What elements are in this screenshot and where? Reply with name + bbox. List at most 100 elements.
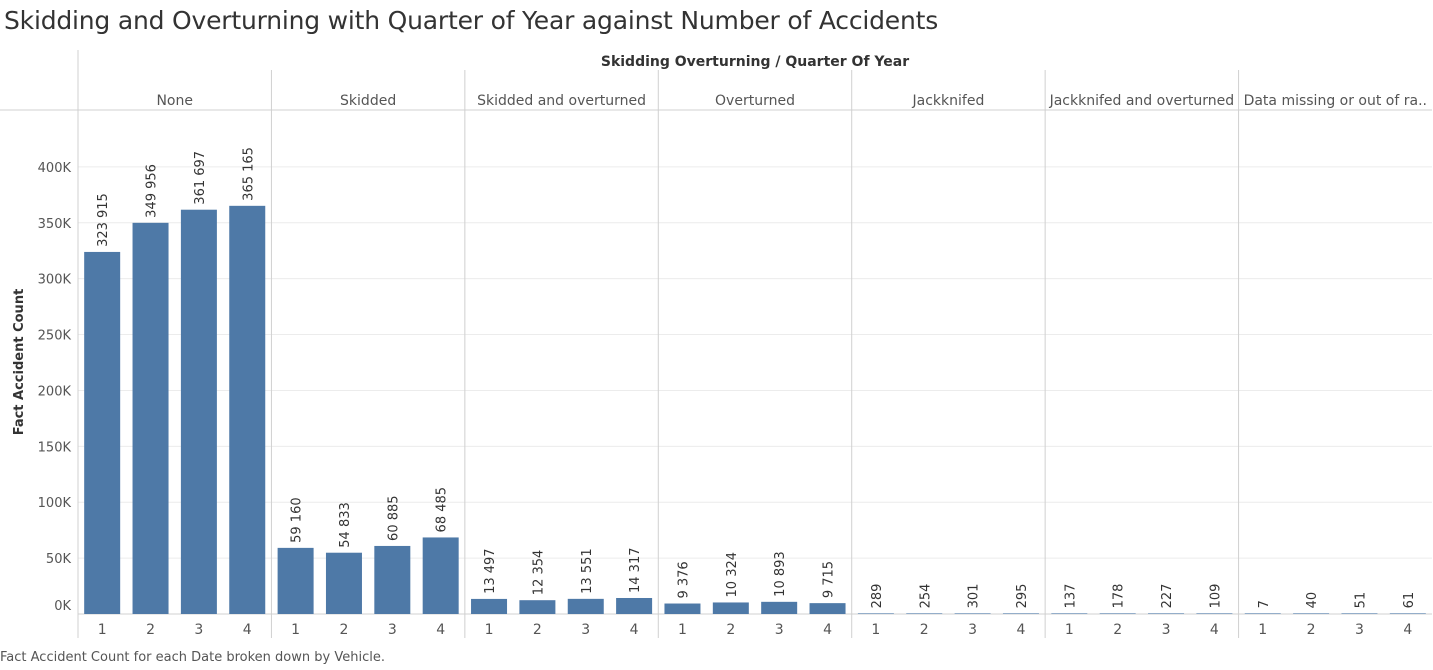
x-tick-label: 3 — [775, 622, 784, 638]
x-tick-label: 2 — [920, 622, 929, 638]
x-tick-label: 1 — [871, 622, 880, 638]
data-label: 14 317 — [628, 547, 643, 593]
y-tick-label: 350K — [38, 217, 72, 232]
x-tick-label: 3 — [968, 622, 977, 638]
bar — [567, 598, 604, 614]
x-tick-label: 2 — [533, 622, 542, 638]
data-label: 61 — [1402, 592, 1417, 609]
x-tick-label: 4 — [1210, 622, 1219, 638]
bar — [1099, 613, 1136, 614]
data-label: 40 — [1305, 592, 1320, 609]
y-tick-label: 250K — [38, 329, 72, 344]
x-tick-label: 4 — [630, 622, 639, 638]
x-tick-label: 3 — [388, 622, 397, 638]
x-tick-label: 3 — [581, 622, 590, 638]
bar — [519, 600, 556, 614]
x-tick-label: 1 — [1065, 622, 1074, 638]
x-tick-label: 4 — [243, 622, 252, 638]
bar — [180, 209, 217, 614]
y-tick-label: 100K — [38, 496, 72, 511]
bar — [954, 613, 991, 614]
x-tick-label: 2 — [1307, 622, 1316, 638]
bar — [471, 598, 508, 614]
x-tick-label: 2 — [726, 622, 735, 638]
x-tick-label: 2 — [1113, 622, 1122, 638]
panel-label: Overturned — [715, 93, 795, 109]
x-tick-label: 1 — [485, 622, 494, 638]
bar — [1244, 613, 1281, 614]
data-label: 13 551 — [580, 548, 595, 594]
chart-caption: Fact Accident Count for each Date broken… — [0, 650, 385, 665]
bar — [906, 613, 943, 614]
data-label: 10 324 — [725, 552, 740, 598]
bar-chart: Skidding Overturning / Quarter Of Year 0K… — [0, 50, 1432, 638]
data-label: 137 — [1063, 584, 1078, 609]
bar — [761, 601, 798, 614]
chart-title: Skidding and Overturning with Quarter of… — [4, 6, 939, 35]
bar — [1196, 613, 1233, 614]
y-tick-label: 150K — [38, 440, 72, 455]
data-label: 12 354 — [531, 550, 546, 596]
bar — [374, 545, 411, 614]
bar — [857, 613, 894, 614]
panel-label: Skidded — [340, 93, 396, 109]
data-label: 109 — [1208, 584, 1223, 609]
bar — [1148, 613, 1185, 614]
x-tick-label: 1 — [678, 622, 687, 638]
bar — [422, 537, 459, 614]
bar — [1341, 613, 1378, 614]
data-label: 227 — [1160, 584, 1175, 609]
y-axis-title: Fact Accident Count — [12, 289, 27, 436]
x-tick-label: 1 — [1258, 622, 1267, 638]
bar — [325, 552, 362, 614]
panel-label: Jackknifed and overturned — [1049, 93, 1235, 109]
y-tick-label: 50K — [46, 552, 72, 567]
data-label: 68 485 — [435, 487, 450, 533]
y-tick-label: 300K — [38, 273, 72, 288]
panel-label: None — [156, 93, 193, 109]
bar — [616, 597, 653, 614]
x-tick-label: 3 — [1355, 622, 1364, 638]
y-tick-label: 200K — [38, 384, 72, 399]
panel-label: Data missing or out of ra.. — [1244, 93, 1427, 109]
data-label: 59 160 — [290, 497, 305, 543]
bar — [84, 251, 121, 615]
data-label: 289 — [870, 584, 885, 609]
data-label: 13 497 — [483, 548, 498, 594]
bar — [1002, 613, 1039, 614]
data-label: 9 715 — [822, 561, 837, 598]
bar — [712, 602, 749, 614]
data-label: 323 915 — [96, 193, 111, 247]
bar — [229, 205, 266, 615]
data-label: 54 833 — [338, 502, 353, 548]
data-label: 295 — [1015, 584, 1030, 609]
x-tick-label: 1 — [98, 622, 107, 638]
bar — [132, 222, 169, 614]
column-header: Skidding Overturning / Quarter Of Year — [601, 54, 909, 70]
x-tick-label: 2 — [340, 622, 349, 638]
bar — [809, 603, 846, 614]
data-label: 9 376 — [676, 561, 691, 598]
data-label: 60 885 — [386, 495, 401, 541]
bar — [1293, 613, 1330, 614]
data-label: 301 — [967, 584, 982, 609]
data-label: 349 956 — [145, 164, 160, 218]
x-tick-label: 4 — [823, 622, 832, 638]
bar — [1051, 613, 1088, 614]
bar — [277, 547, 314, 614]
x-tick-label: 2 — [146, 622, 155, 638]
data-label: 10 893 — [773, 551, 788, 597]
x-tick-label: 3 — [1162, 622, 1171, 638]
x-tick-label: 4 — [436, 622, 445, 638]
panel-label: Skidded and overturned — [477, 93, 646, 109]
x-tick-label: 3 — [194, 622, 203, 638]
data-label: 365 165 — [241, 147, 256, 201]
data-label: 51 — [1353, 592, 1368, 609]
x-tick-label: 1 — [291, 622, 300, 638]
x-tick-label: 4 — [1017, 622, 1026, 638]
y-tick-label: 0K — [54, 599, 71, 614]
y-tick-label: 400K — [38, 161, 72, 176]
bar — [664, 603, 701, 614]
data-label: 178 — [1112, 584, 1127, 609]
x-tick-label: 4 — [1403, 622, 1412, 638]
